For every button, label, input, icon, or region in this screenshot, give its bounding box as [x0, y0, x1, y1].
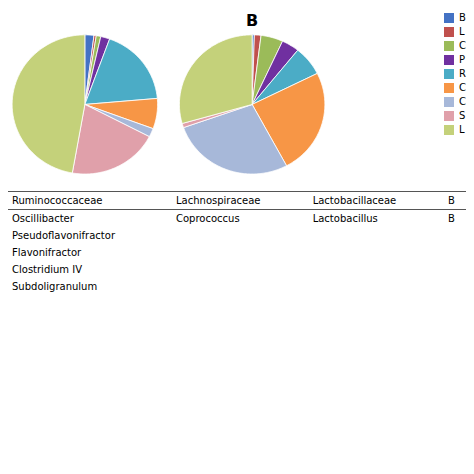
html-text:Clostridium IV: Clostridium IV — [12, 264, 83, 275]
html-text:Lactobacillaceae: Lactobacillaceae — [312, 195, 397, 206]
html-text:C: C — [459, 96, 466, 107]
html-text:B: B — [448, 195, 455, 206]
html-text:Pseudoflavonifractor: Pseudoflavonifractor — [12, 230, 115, 241]
html-text:B: B — [459, 12, 466, 23]
html-text:C: C — [459, 40, 466, 51]
html-text:Subdoligranulum: Subdoligranulum — [12, 281, 98, 292]
html-text:R: R — [459, 68, 466, 79]
html-text:Oscillibacter: Oscillibacter — [12, 213, 74, 224]
html-text:L: L — [459, 124, 465, 135]
html-text:Ruminococcaceae: Ruminococcaceae — [12, 195, 103, 206]
svg-text:B: B — [246, 11, 258, 30]
html-text:Lactobacillus: Lactobacillus — [312, 213, 378, 224]
html-text:Coprococcus: Coprococcus — [176, 213, 240, 224]
html-text:Flavonifractor: Flavonifractor — [12, 247, 82, 258]
html-text:B: B — [448, 213, 455, 224]
html-text:L: L — [459, 26, 465, 37]
html-text:C: C — [459, 82, 466, 93]
html-text:S: S — [459, 110, 466, 121]
html-text:Lachnospiraceae: Lachnospiraceae — [176, 195, 261, 206]
html-text:P: P — [459, 54, 465, 65]
